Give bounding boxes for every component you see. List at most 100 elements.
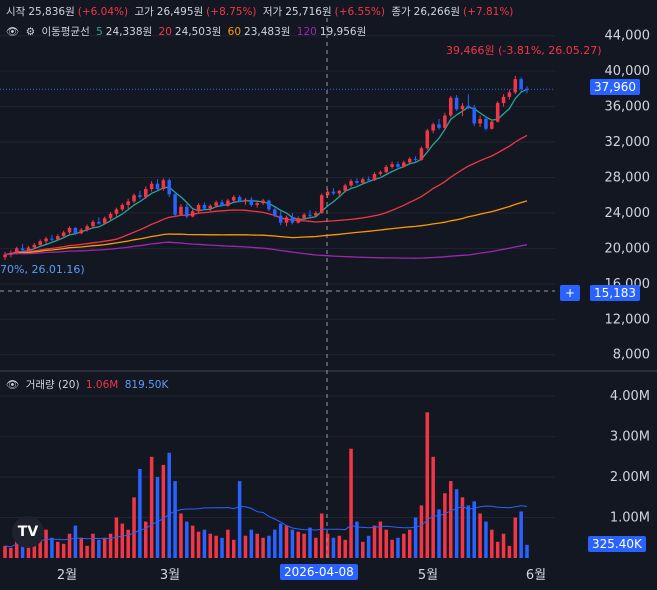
- volume-bar: [208, 533, 213, 558]
- volume-bar: [501, 533, 506, 558]
- ma20-period: 20: [158, 26, 172, 38]
- high-value: 26,495원: [156, 6, 204, 18]
- last-price-tag: 37,960: [590, 79, 640, 95]
- volume-bar: [273, 529, 277, 558]
- volume-bar: [290, 529, 295, 558]
- candle-body: [14, 248, 19, 253]
- volume-bar: [138, 468, 142, 558]
- high-annotation: 39,466원 (-3.81%, 26.05.27): [446, 44, 602, 57]
- volume-bar: [355, 521, 359, 558]
- candle-body: [290, 217, 295, 223]
- candle-body: [220, 202, 224, 206]
- candle-body: [91, 221, 95, 227]
- candle-body: [32, 244, 37, 248]
- candle-body: [507, 92, 512, 97]
- candle-body: [484, 119, 488, 129]
- volume-bar: [507, 545, 512, 558]
- volume-bar: [3, 545, 7, 558]
- candle-body: [384, 166, 388, 173]
- volume-bar: [448, 481, 453, 558]
- candle-body: [243, 199, 248, 202]
- volume-bar: [525, 544, 529, 558]
- price-tick-label: 24,000: [605, 206, 651, 221]
- add-alert-icon[interactable]: +: [560, 285, 580, 301]
- volume-bar: [243, 535, 248, 558]
- volume-bar: [495, 541, 500, 558]
- price-tick-label: 32,000: [605, 135, 651, 150]
- volume-bar: [114, 517, 119, 558]
- volume-bar: [44, 529, 48, 558]
- volume-bar: [67, 533, 72, 558]
- candle-body: [155, 183, 160, 190]
- candle-body: [149, 183, 154, 190]
- ma60-value: 23,483원: [244, 26, 291, 38]
- volume-bar: [226, 529, 230, 558]
- volume-bar: [337, 535, 342, 558]
- volume-bar: [407, 529, 412, 558]
- volume-bar: [214, 535, 218, 558]
- volume-bar: [173, 481, 177, 558]
- volume-bar: [179, 513, 183, 558]
- volume-tick-label: 3.00M: [610, 430, 650, 445]
- candle-body: [85, 226, 89, 230]
- price-tick-label: 40,000: [605, 64, 651, 79]
- volume-bar: [460, 497, 465, 558]
- candle-body: [190, 211, 195, 217]
- volume-bar: [343, 539, 347, 558]
- candle-body: [460, 105, 465, 110]
- candle-body: [255, 203, 259, 205]
- volume-bar: [149, 456, 154, 558]
- volume-bar: [308, 527, 312, 558]
- volume-bar: [490, 529, 494, 558]
- price-tick-label: 20,000: [605, 241, 651, 256]
- eye-icon[interactable]: 👁: [6, 26, 20, 38]
- volume-bar: [437, 509, 441, 558]
- volume-bar: [167, 452, 171, 558]
- volume-bar: [278, 523, 283, 558]
- volume-bar: [50, 537, 54, 558]
- volume-bar: [296, 531, 301, 558]
- low-change: (+6.55%): [334, 6, 385, 18]
- x-tick-label: 2월: [57, 568, 77, 583]
- volume-ma-line: [4, 505, 528, 548]
- candle-body: [38, 241, 42, 245]
- candle-body: [501, 96, 506, 104]
- volume-bar: [402, 533, 406, 558]
- crosshair-date-tag: 2026-04-08: [280, 564, 358, 580]
- volume-bar: [73, 525, 78, 558]
- candle-body: [390, 164, 394, 167]
- volume-bar: [108, 533, 113, 558]
- candle-body: [126, 201, 130, 205]
- volume-last-tag: 325.40K: [588, 536, 646, 552]
- volume-bar: [361, 541, 365, 558]
- volume-bar: [220, 537, 224, 558]
- candle-body: [431, 124, 435, 131]
- tradingview-logo[interactable]: TV: [12, 516, 44, 548]
- ma-settings-icon[interactable]: ⚙: [25, 26, 36, 38]
- candle-body: [138, 195, 142, 197]
- volume-bar: [519, 511, 523, 558]
- low-value: 25,716원: [285, 6, 332, 18]
- volume-bar: [97, 539, 101, 558]
- volume-tick-label: 1.00M: [610, 511, 650, 526]
- candle-body: [73, 228, 78, 234]
- volume-bar: [144, 521, 148, 558]
- volume-eye-icon[interactable]: 👁: [6, 379, 20, 391]
- candle-body: [378, 172, 383, 174]
- volume-bar: [466, 505, 471, 558]
- volume-bar: [231, 539, 236, 558]
- volume-bar: [85, 545, 89, 558]
- candle-body: [425, 130, 430, 149]
- volume-bar: [478, 513, 482, 558]
- ma120-period: 120: [296, 26, 317, 38]
- candle-body: [237, 196, 242, 202]
- volume-bar: [190, 525, 195, 558]
- candle-body: [437, 124, 441, 128]
- volume-bar: [331, 537, 336, 558]
- volume-bar: [196, 531, 201, 558]
- volume-bar: [126, 529, 130, 558]
- candle-body: [319, 195, 324, 213]
- candle-body: [79, 229, 84, 234]
- candle-body: [44, 238, 48, 242]
